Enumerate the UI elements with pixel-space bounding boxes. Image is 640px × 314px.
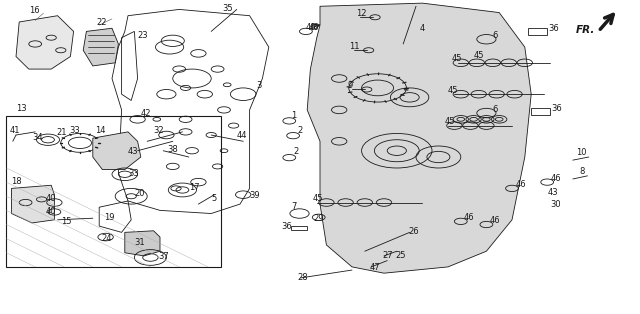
Text: 9: 9 — [348, 81, 353, 90]
Text: 45: 45 — [445, 117, 455, 126]
Text: 46: 46 — [490, 216, 500, 225]
Text: 24: 24 — [101, 234, 111, 243]
Text: 31: 31 — [134, 238, 145, 247]
Text: 39: 39 — [250, 191, 260, 200]
Text: 33: 33 — [128, 169, 139, 178]
Text: 23: 23 — [138, 31, 148, 40]
Text: 43: 43 — [128, 147, 139, 156]
Text: 11: 11 — [349, 42, 360, 51]
Text: 45: 45 — [474, 51, 484, 60]
Text: 2: 2 — [298, 126, 303, 134]
Text: 3: 3 — [256, 81, 261, 90]
Text: 18: 18 — [12, 177, 22, 186]
Text: 40: 40 — [46, 207, 56, 215]
Text: 6: 6 — [493, 105, 498, 114]
Text: 6: 6 — [493, 31, 498, 40]
Polygon shape — [83, 28, 118, 66]
Text: 29: 29 — [314, 214, 324, 223]
Text: 25: 25 — [396, 251, 406, 260]
Polygon shape — [12, 185, 54, 223]
Text: FR.: FR. — [576, 25, 595, 35]
Text: 47: 47 — [370, 263, 381, 272]
Polygon shape — [16, 16, 74, 69]
Text: 32: 32 — [154, 127, 164, 135]
Text: 46: 46 — [515, 180, 526, 189]
Text: 36: 36 — [282, 222, 292, 231]
Text: 8: 8 — [579, 167, 584, 176]
Text: 35: 35 — [222, 3, 232, 13]
Text: 43: 43 — [547, 188, 558, 197]
Text: 5: 5 — [211, 194, 216, 203]
Text: 22: 22 — [96, 18, 106, 27]
Bar — [6, 116, 221, 267]
Text: 10: 10 — [576, 149, 586, 157]
Text: 36: 36 — [548, 24, 559, 33]
Text: 46: 46 — [464, 213, 475, 222]
Text: 7: 7 — [291, 202, 296, 211]
Polygon shape — [93, 132, 141, 170]
Text: 28: 28 — [298, 273, 308, 282]
Text: 13: 13 — [16, 105, 27, 113]
Text: 4: 4 — [419, 24, 424, 33]
Text: 19: 19 — [104, 213, 114, 222]
Text: 38: 38 — [168, 145, 179, 154]
Text: 44: 44 — [237, 131, 247, 140]
Text: 27: 27 — [383, 251, 394, 260]
Text: 30: 30 — [550, 200, 561, 209]
Text: 46: 46 — [305, 23, 316, 32]
Text: 45: 45 — [451, 54, 461, 63]
Text: 42: 42 — [141, 109, 151, 118]
Text: 12: 12 — [356, 9, 366, 18]
Text: 17: 17 — [189, 183, 200, 192]
Text: 45: 45 — [448, 86, 458, 95]
Text: 46: 46 — [309, 23, 320, 32]
Text: 34: 34 — [32, 133, 43, 142]
Text: 21: 21 — [56, 128, 67, 137]
Text: 14: 14 — [95, 127, 105, 135]
Bar — [528, 28, 547, 35]
Text: 2: 2 — [293, 148, 298, 156]
Text: 41: 41 — [10, 127, 20, 135]
Text: 45: 45 — [312, 194, 323, 203]
Polygon shape — [125, 231, 160, 256]
Bar — [531, 108, 550, 115]
Text: 20: 20 — [134, 189, 145, 198]
Text: 1: 1 — [291, 111, 296, 120]
Bar — [291, 226, 307, 230]
Text: 16: 16 — [29, 6, 40, 14]
Text: 40: 40 — [46, 194, 56, 203]
Polygon shape — [307, 3, 531, 273]
Text: 33: 33 — [69, 126, 80, 135]
Text: 36: 36 — [551, 105, 562, 113]
Text: 46: 46 — [550, 174, 561, 182]
Text: 26: 26 — [408, 227, 419, 236]
Text: 37: 37 — [159, 252, 170, 261]
Text: 15: 15 — [61, 217, 71, 225]
